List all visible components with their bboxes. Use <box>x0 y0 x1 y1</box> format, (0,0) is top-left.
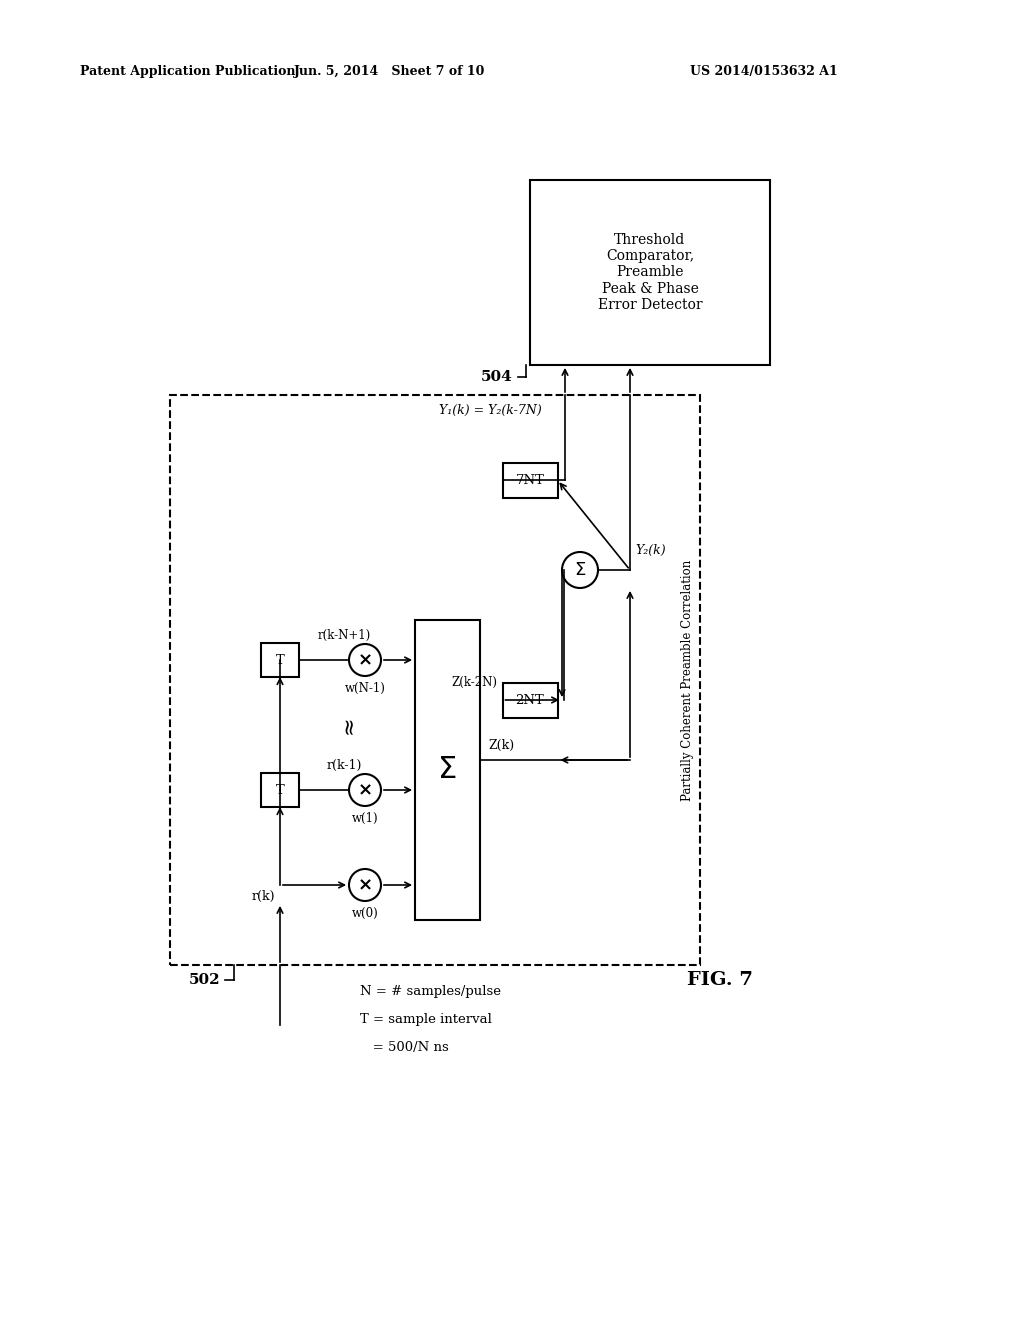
Text: Partially Coherent Preamble Correlation: Partially Coherent Preamble Correlation <box>682 560 694 801</box>
Bar <box>415 620 480 920</box>
Text: w(N-1): w(N-1) <box>344 681 385 694</box>
Text: ×: × <box>357 651 373 669</box>
Text: N = # samples/pulse: N = # samples/pulse <box>360 985 501 998</box>
Text: Threshold
Comparator,
Preamble
Peak & Phase
Error Detector: Threshold Comparator, Preamble Peak & Ph… <box>598 234 702 312</box>
Text: Σ: Σ <box>574 561 586 579</box>
Text: w(1): w(1) <box>351 812 378 825</box>
Bar <box>170 395 700 965</box>
Text: Z(k-2N): Z(k-2N) <box>452 676 498 689</box>
Text: 502: 502 <box>188 973 220 987</box>
Text: r(k-1): r(k-1) <box>327 759 361 772</box>
Text: Jun. 5, 2014   Sheet 7 of 10: Jun. 5, 2014 Sheet 7 of 10 <box>294 66 485 78</box>
Text: T: T <box>275 653 285 667</box>
Text: FIG. 7: FIG. 7 <box>687 972 753 989</box>
Text: r(k): r(k) <box>252 890 275 903</box>
Bar <box>503 682 557 718</box>
Text: 2NT: 2NT <box>516 693 545 706</box>
Text: 7NT: 7NT <box>515 474 545 487</box>
Text: ×: × <box>357 781 373 799</box>
Bar <box>530 180 770 366</box>
Bar <box>261 643 299 677</box>
Text: US 2014/0153632 A1: US 2014/0153632 A1 <box>690 66 838 78</box>
Bar <box>503 462 557 498</box>
Bar <box>261 774 299 807</box>
Text: ≈: ≈ <box>339 715 359 734</box>
Text: Z(k): Z(k) <box>488 738 514 751</box>
Text: Y₂(k): Y₂(k) <box>635 544 666 557</box>
Text: ×: × <box>357 876 373 894</box>
Text: r(k-N+1): r(k-N+1) <box>317 630 371 642</box>
Text: = 500/N ns: = 500/N ns <box>360 1041 449 1053</box>
Text: 504: 504 <box>480 370 512 384</box>
Text: Patent Application Publication: Patent Application Publication <box>80 66 296 78</box>
Text: w(0): w(0) <box>351 907 379 920</box>
Text: T: T <box>275 784 285 796</box>
Text: Y₁(k) = Y₂(k-7N): Y₁(k) = Y₂(k-7N) <box>438 404 542 417</box>
Text: T = sample interval: T = sample interval <box>360 1012 492 1026</box>
Text: Σ: Σ <box>438 755 457 784</box>
